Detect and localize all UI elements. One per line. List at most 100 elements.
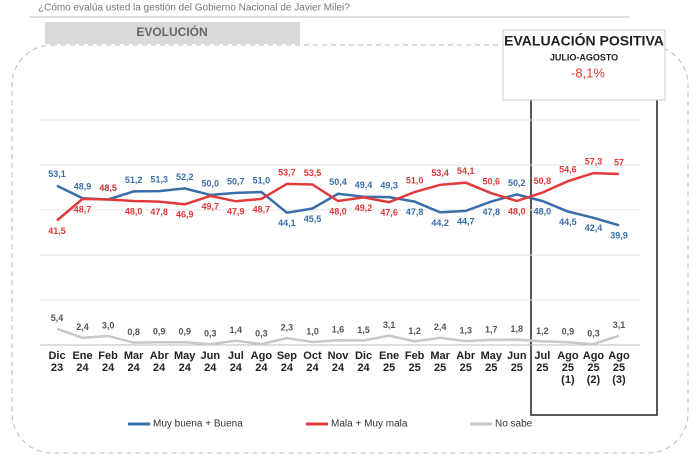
x-tick-label: Ene 25 [378,350,400,374]
data-label: 50,0 [202,178,220,188]
data-label: 49,7 [202,201,220,211]
data-label: 48,5 [99,183,117,193]
data-label: 51,0 [406,175,424,185]
data-label: 57,3 [585,156,603,166]
data-label: 45,5 [304,214,322,224]
data-label: 0,3 [587,328,600,338]
data-label: 3,1 [613,320,626,330]
data-label: 2,4 [76,322,89,332]
data-label: 47,8 [483,207,501,217]
x-tick-label: Dic 23 [48,350,66,374]
data-label: 1,8 [511,324,524,334]
x-tick-label: Sep 24 [276,350,297,374]
data-label: 1,2 [536,326,549,336]
data-label: 50,7 [227,176,245,186]
data-label: 2,3 [281,322,294,332]
x-tick-label: Mar 25 [430,350,450,374]
x-tick-label: Ene 24 [72,350,93,374]
x-tick-label: May 25 [480,350,502,374]
data-label: 51,0 [253,175,271,185]
data-label: 0,9 [153,327,166,337]
question: ¿Cómo evalúa usted la gestión del Gobier… [38,3,350,14]
x-tick-label: Oct 24 [303,350,322,374]
x-tick-label: Feb 25 [404,350,425,374]
data-label: 50,4 [329,177,347,187]
data-label: 54,6 [559,165,577,175]
x-tick-label: Ago 25 (1) [557,350,579,386]
x-tick-label: Feb 24 [98,350,118,374]
data-label: 50,2 [508,178,526,188]
summary-change: -8,1% [571,65,605,80]
legend-label: No sabe [495,419,533,430]
data-label: 49,3 [380,180,398,190]
data-label: 1,6 [332,325,345,335]
x-tick-label: Abr 25 [456,350,476,374]
series-line [56,171,620,222]
x-tick-label: Dic 24 [354,350,373,374]
data-label: 48,0 [508,206,526,216]
summary-box [502,29,666,101]
x-tick-label: Nov 24 [327,350,349,374]
x-tick-label: Jun 24 [200,350,221,374]
x-tick-label: Ago 24 [250,350,273,374]
data-label: 5,4 [51,313,64,323]
data-label: 54,1 [457,166,475,176]
data-label: 0,9 [562,327,575,337]
x-tick-label: May 24 [174,350,196,374]
x-tick-label: Abr 24 [149,350,169,374]
data-label: 48,9 [74,182,92,192]
data-label: 46,9 [176,210,194,220]
data-label: 47,8 [406,207,424,217]
data-label: 51,2 [125,175,143,185]
data-label: 53,5 [304,168,322,178]
data-label: 48,0 [534,206,552,216]
x-tick-label: Jul 25 [534,350,551,374]
data-label: 2,4 [434,322,447,332]
data-label: 1,3 [459,325,472,335]
data-label: 53,1 [48,169,66,179]
data-label: 3,0 [102,320,115,330]
data-label: 57 [614,157,624,167]
summary-title: EVALUACIÓN POSITIVA [504,32,664,49]
data-label: 44,2 [431,218,449,228]
x-tick-label: Mar 24 [123,350,144,374]
legend-label: Mala + Muy mala [331,419,408,430]
data-label: 50,8 [534,176,552,186]
data-label: 48,5 [99,183,117,193]
x-tick-label: Jul 24 [227,350,244,374]
data-label: 53,7 [278,167,296,177]
data-label: 44,5 [559,217,577,227]
legend-label: Muy buena + Buena [153,419,243,430]
data-label: 1,4 [230,325,243,335]
data-label: 41,5 [48,226,66,236]
data-label: 1,7 [485,324,498,334]
data-label: 47,6 [380,208,398,218]
data-label: 48,7 [74,204,92,214]
data-label: 53,4 [431,168,449,178]
data-label: 1,5 [357,325,370,335]
data-label: 49,2 [355,203,373,213]
data-label: 39,9 [610,231,628,241]
x-tick-label: Ago 25 (3) [608,350,630,386]
data-label: 49,4 [355,180,373,190]
section-title: EVOLUCIÓN [136,24,207,39]
data-label: 0,8 [127,327,140,337]
series-line [56,184,620,227]
data-label: 48,0 [329,206,347,216]
data-label: 1,2 [408,326,421,336]
data-label: 47,9 [227,207,245,217]
data-label: 50,6 [483,177,501,187]
summary-period: JULIO-AGOSTO [550,52,618,62]
data-label: 0,9 [178,327,191,337]
data-label: 0,3 [204,328,217,338]
data-label: 44,7 [457,216,475,226]
data-label: 51,3 [150,174,168,184]
data-label: 47,8 [150,207,168,217]
data-label: 1,0 [306,326,319,336]
data-label: 48,0 [125,206,143,216]
data-label: 0,3 [255,328,268,338]
frame [11,44,689,454]
data-label: 44,1 [278,218,296,228]
data-label: 42,4 [585,223,603,233]
